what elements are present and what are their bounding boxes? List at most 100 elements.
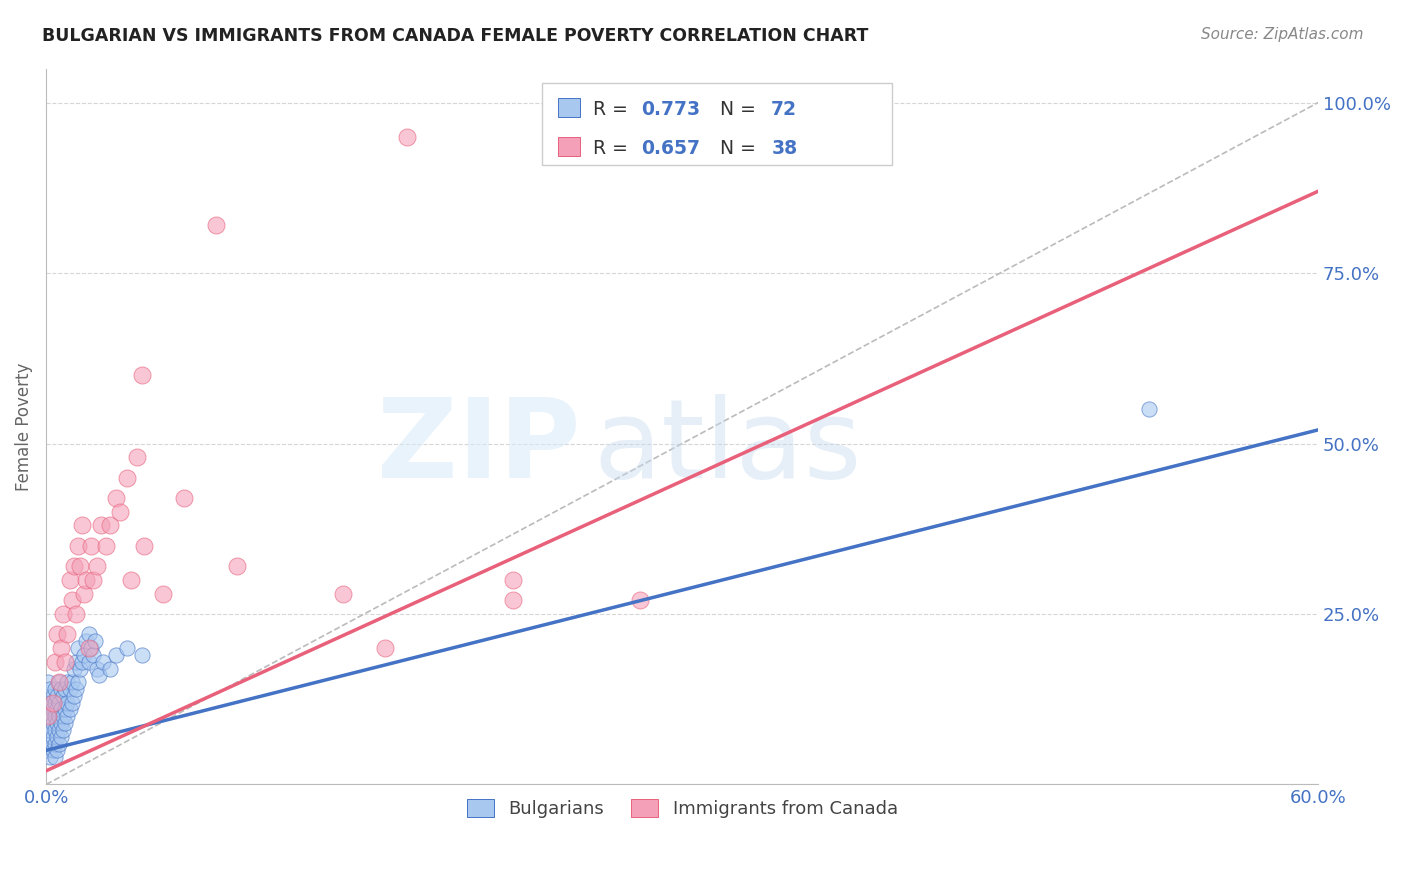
Point — [60, 593, 83, 607]
Point — [41, 730, 63, 744]
Point — [69, 661, 91, 675]
Text: 38: 38 — [772, 138, 797, 158]
Point — [37, 675, 59, 690]
Text: R =: R = — [593, 138, 634, 158]
FancyBboxPatch shape — [543, 83, 891, 165]
Point — [45, 689, 67, 703]
Point — [120, 573, 142, 587]
Point — [41, 689, 63, 703]
Point — [45, 627, 67, 641]
Bar — [558, 98, 581, 118]
Text: 0.773: 0.773 — [641, 100, 700, 119]
Point — [105, 648, 128, 662]
Point — [37, 743, 59, 757]
Point — [58, 681, 80, 696]
Point — [52, 723, 75, 737]
Point — [52, 689, 75, 703]
Point — [41, 743, 63, 757]
Point — [52, 607, 75, 621]
Point — [502, 593, 524, 607]
Point — [65, 655, 87, 669]
Point — [65, 681, 87, 696]
Point — [502, 573, 524, 587]
Point — [58, 573, 80, 587]
Point — [45, 743, 67, 757]
Point — [374, 641, 396, 656]
Y-axis label: Female Poverty: Female Poverty — [15, 362, 32, 491]
Point — [93, 655, 115, 669]
Point — [56, 627, 79, 641]
Point — [45, 702, 67, 716]
Point — [44, 696, 66, 710]
Point — [73, 586, 96, 600]
Point — [152, 586, 174, 600]
Point — [49, 716, 72, 731]
Text: 0.657: 0.657 — [641, 138, 700, 158]
Point — [48, 675, 70, 690]
Point — [77, 655, 100, 669]
Point — [37, 709, 59, 723]
Point — [39, 696, 62, 710]
Point — [56, 709, 79, 723]
Point — [48, 696, 70, 710]
Point — [70, 518, 93, 533]
Point — [45, 716, 67, 731]
Point — [105, 491, 128, 505]
Point — [131, 648, 153, 662]
Point — [53, 655, 76, 669]
Point — [98, 518, 121, 533]
Point — [49, 702, 72, 716]
Point — [48, 709, 70, 723]
Point — [77, 627, 100, 641]
Point — [80, 539, 103, 553]
Point — [44, 750, 66, 764]
Point — [39, 709, 62, 723]
Point — [173, 491, 195, 505]
Bar — [558, 136, 581, 156]
Point — [132, 539, 155, 553]
Text: N =: N = — [720, 138, 762, 158]
Point — [37, 709, 59, 723]
Point — [48, 737, 70, 751]
Point — [53, 716, 76, 731]
Point — [84, 634, 107, 648]
Legend: Bulgarians, Immigrants from Canada: Bulgarians, Immigrants from Canada — [460, 792, 905, 825]
Point — [226, 559, 249, 574]
Point — [45, 730, 67, 744]
Point — [204, 219, 226, 233]
Point — [86, 661, 108, 675]
Point — [41, 696, 63, 710]
Point — [66, 539, 89, 553]
Point — [98, 661, 121, 675]
Point — [127, 450, 149, 465]
Point — [395, 129, 418, 144]
Point — [94, 539, 117, 553]
Point — [60, 675, 83, 690]
Point — [60, 696, 83, 710]
Point — [44, 723, 66, 737]
Point — [44, 709, 66, 723]
Point — [82, 648, 104, 662]
Point — [1137, 402, 1160, 417]
Point — [628, 593, 651, 607]
Point — [44, 681, 66, 696]
Point — [73, 648, 96, 662]
Point — [89, 668, 111, 682]
Point — [65, 607, 87, 621]
Point — [62, 661, 84, 675]
Point — [76, 634, 98, 648]
Point — [86, 559, 108, 574]
Point — [49, 681, 72, 696]
Point — [70, 655, 93, 669]
Point — [69, 559, 91, 574]
Point — [39, 723, 62, 737]
Text: Source: ZipAtlas.com: Source: ZipAtlas.com — [1201, 27, 1364, 42]
Point — [41, 716, 63, 731]
Point — [39, 681, 62, 696]
Point — [53, 681, 76, 696]
Point — [110, 505, 132, 519]
Text: ZIP: ZIP — [377, 394, 581, 501]
Point — [56, 696, 79, 710]
Point — [39, 750, 62, 764]
Text: N =: N = — [720, 100, 762, 119]
